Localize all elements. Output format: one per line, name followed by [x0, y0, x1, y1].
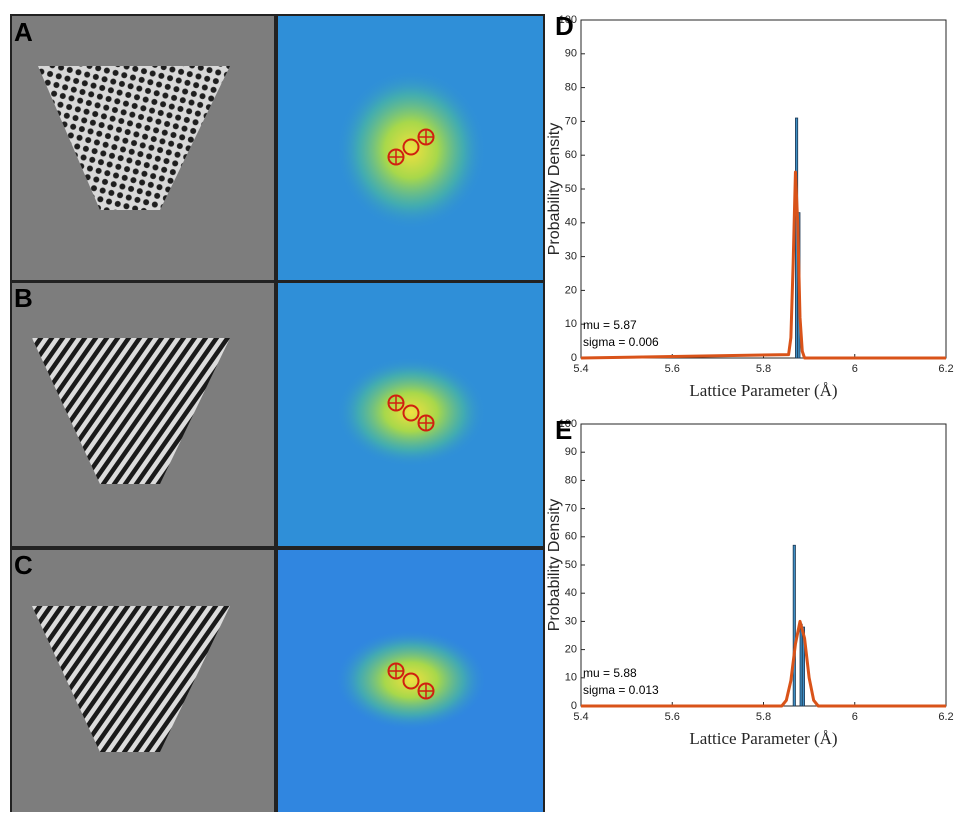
x-tick-label: 5.6: [665, 363, 680, 375]
y-tick-label: 50: [565, 559, 577, 571]
y-tick-label: 40: [565, 217, 577, 229]
y-tick-label: 60: [565, 531, 577, 543]
y-tick-label: 50: [565, 183, 577, 195]
y-tick-label: 0: [571, 352, 577, 364]
y-tick-label: 60: [565, 149, 577, 161]
x-tick-label: 6.2: [938, 363, 953, 375]
fit-curve: [580, 170, 946, 360]
particle: [32, 606, 230, 752]
panel-label: E: [555, 415, 572, 445]
fft-spots: [336, 630, 486, 730]
y-tick-label: 20: [565, 644, 577, 656]
annotation: sigma = 0.013: [583, 683, 659, 697]
y-axis-label: Probability Density: [546, 123, 563, 256]
panel-label: C: [14, 550, 33, 580]
x-axis-label: Lattice Parameter (Å): [689, 381, 837, 400]
y-tick-label: 80: [565, 474, 577, 486]
x-tick-label: 5.8: [756, 363, 771, 375]
particle: [38, 66, 230, 210]
plot-area: [580, 19, 947, 359]
y-tick-label: 0: [571, 700, 577, 712]
y-tick-label: 70: [565, 503, 577, 515]
panel-label: A: [14, 17, 33, 47]
y-tick-label: 30: [565, 615, 577, 627]
y-tick-label: 10: [565, 318, 577, 330]
particle: [32, 338, 230, 484]
y-tick-label: 90: [565, 446, 577, 458]
fit-curve: [581, 619, 946, 708]
x-tick-label: 5.4: [573, 711, 588, 723]
image-grid: A B C: [10, 14, 545, 812]
annotation: mu = 5.87: [583, 318, 637, 332]
plot-area: [580, 423, 947, 707]
y-tick-label: 90: [565, 48, 577, 60]
y-tick-label: 20: [565, 284, 577, 296]
y-tick-label: 10: [565, 672, 577, 684]
y-axis-label: Probability Density: [546, 499, 563, 632]
x-tick-label: 6: [852, 363, 858, 375]
y-tick-label: 40: [565, 587, 577, 599]
panel-a: A: [12, 16, 543, 280]
panel-c: C: [12, 550, 543, 812]
y-tick-label: 70: [565, 115, 577, 127]
x-axis-label: Lattice Parameter (Å): [689, 729, 837, 748]
panel-label: B: [14, 283, 33, 313]
x-tick-label: 6.2: [938, 711, 953, 723]
x-tick-label: 5.4: [573, 363, 588, 375]
x-tick-label: 6: [852, 711, 858, 723]
x-tick-label: 5.6: [665, 711, 680, 723]
panel-b: B: [12, 283, 543, 546]
fft-spots: [336, 70, 486, 230]
fft-spots: [336, 357, 486, 467]
annotation: sigma = 0.006: [583, 335, 659, 349]
histogram-chart: 0 10 20 30 40 50 60 70 80 90 100 5.4 5.6 5.8 6 6.2 mu = …: [546, 415, 953, 748]
bar: [801, 626, 805, 707]
bar: [792, 544, 796, 707]
x-tick-label: 5.8: [756, 711, 771, 723]
histogram-chart: 0 10 20 30 40 50 60 70 80 90 100 5.4 5.6 5.8 6 6.2 mu = …: [546, 11, 953, 400]
y-tick-label: 100: [559, 418, 577, 430]
y-tick-label: 30: [565, 251, 577, 263]
annotation: mu = 5.88: [583, 666, 637, 680]
y-tick-label: 100: [559, 14, 577, 26]
y-tick-label: 80: [565, 82, 577, 94]
panel-label: D: [555, 11, 574, 41]
